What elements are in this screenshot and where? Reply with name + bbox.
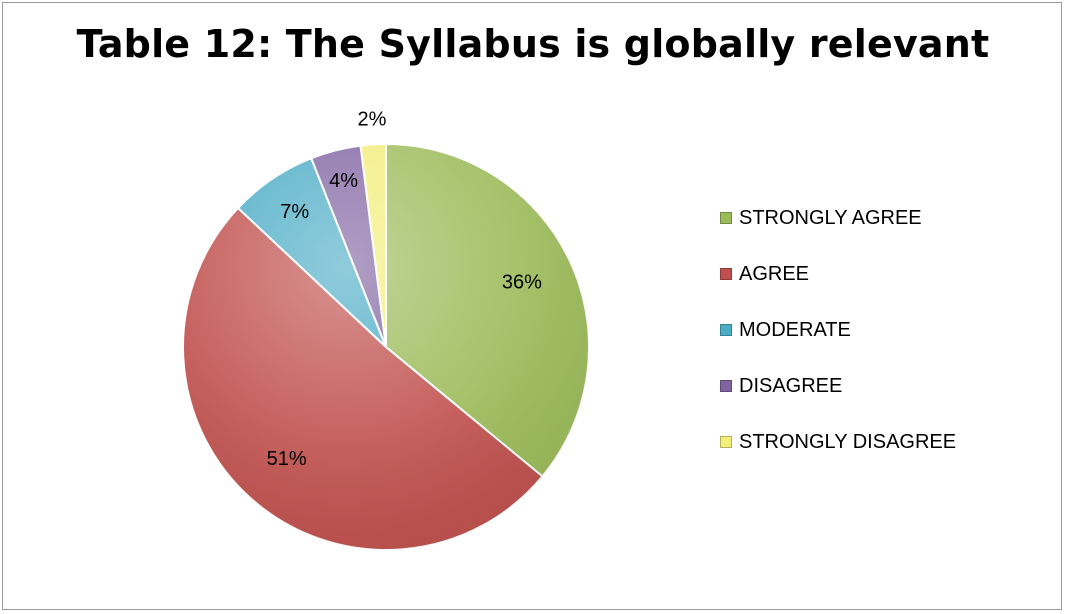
- legend-item: AGREE: [720, 263, 1020, 319]
- legend-swatch: [720, 212, 732, 224]
- legend-label: STRONGLY AGREE: [739, 207, 922, 229]
- legend-item: STRONGLY DISAGREE: [720, 431, 1020, 487]
- legend: STRONGLY AGREE AGREE MODERATE DISAGREE S…: [720, 207, 1020, 487]
- chart-title: Table 12: The Syllabus is globally relev…: [76, 22, 990, 66]
- pie-data-label: 2%: [358, 109, 387, 131]
- legend-swatch: [720, 268, 732, 280]
- legend-swatch: [720, 380, 732, 392]
- legend-label: AGREE: [739, 263, 810, 285]
- legend-item: STRONGLY AGREE: [720, 207, 1020, 263]
- legend-label: DISAGREE: [739, 375, 843, 397]
- pie-data-labels: 36% 51% 7% 4% 2%: [267, 109, 543, 470]
- legend-label: STRONGLY DISAGREE: [739, 431, 957, 453]
- pie-data-label: 51%: [267, 448, 307, 470]
- pie-data-label: 4%: [329, 170, 358, 192]
- pie-data-label: 36%: [502, 271, 542, 293]
- legend-label: MODERATE: [739, 319, 851, 341]
- legend-swatch: [720, 436, 732, 448]
- legend-item: MODERATE: [720, 319, 1020, 375]
- pie-slices: [182, 143, 590, 551]
- legend-swatch: [720, 324, 732, 336]
- legend-item: DISAGREE: [720, 375, 1020, 431]
- pie-data-label: 7%: [280, 201, 309, 223]
